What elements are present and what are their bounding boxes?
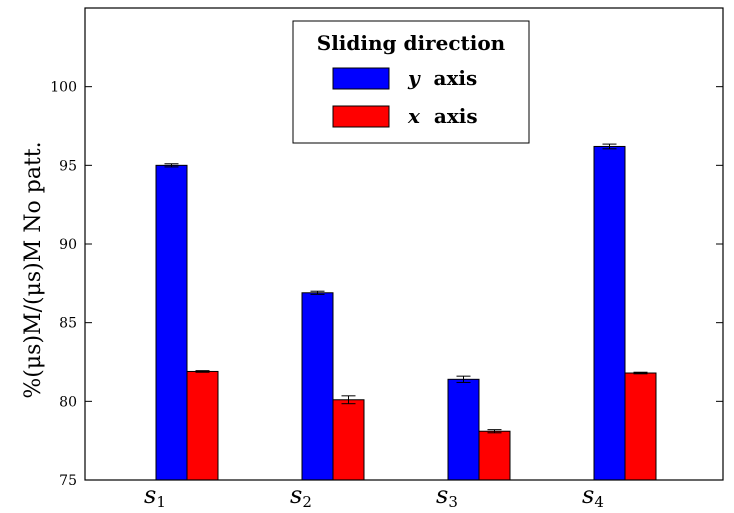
x-tick-label-s4: s4 — [582, 481, 604, 511]
legend-swatch-series-2 — [332, 105, 390, 128]
x-tick-label-s1: s1 — [144, 481, 166, 511]
y-axis-label-text: %(μs)M/(μs)M No patt. — [21, 141, 46, 398]
legend-swatch-series-1 — [332, 67, 390, 90]
x-tick-label-s2: s2 — [290, 481, 312, 511]
legend: Sliding direction y axis x axis — [292, 20, 530, 144]
y-tick-label: 90 — [59, 237, 77, 253]
legend-label-series-2: x axis — [407, 104, 478, 128]
y-tick-label: 85 — [59, 316, 77, 332]
bar-s4-series-2 — [624, 372, 657, 481]
x-tick-label-s3: s3 — [436, 481, 458, 511]
legend-label-series-1: y axis — [407, 66, 477, 90]
bar-s3-series-2 — [478, 430, 511, 481]
bar-s3-series-1 — [447, 378, 480, 481]
bar-s4-series-1 — [593, 145, 626, 481]
y-tick-label: 100 — [50, 80, 77, 96]
legend-title: Sliding direction — [317, 31, 506, 55]
bar-s1-series-1 — [155, 164, 188, 481]
legend-box — [292, 20, 530, 144]
y-tick-label: 75 — [59, 473, 77, 489]
bar-s2-series-2 — [332, 399, 365, 481]
bar-s1-series-2 — [186, 370, 219, 481]
y-tick-label: 80 — [59, 394, 77, 410]
bar-s2-series-1 — [301, 292, 334, 481]
y-axis-label: %(μs)M/(μs)M No patt. — [21, 141, 46, 398]
y-tick-label: 95 — [59, 158, 77, 174]
plot-frame — [84, 7, 724, 481]
